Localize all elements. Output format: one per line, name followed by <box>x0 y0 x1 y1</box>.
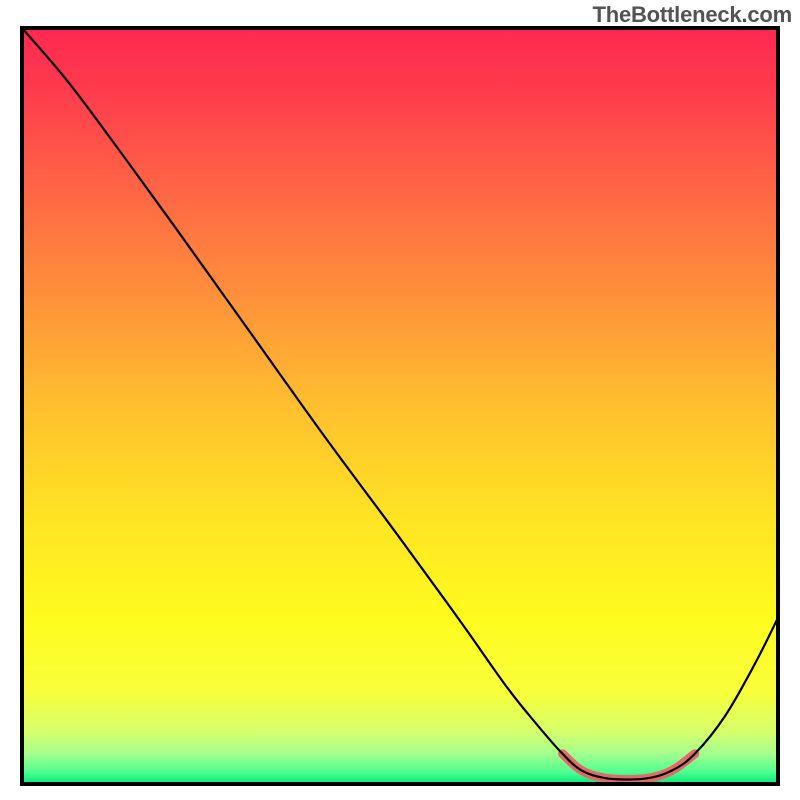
chart-background-gradient <box>22 28 778 784</box>
bottleneck-curve-chart <box>20 26 780 786</box>
chart-plot-area <box>20 26 780 786</box>
watermark-text: TheBottleneck.com <box>592 2 792 28</box>
